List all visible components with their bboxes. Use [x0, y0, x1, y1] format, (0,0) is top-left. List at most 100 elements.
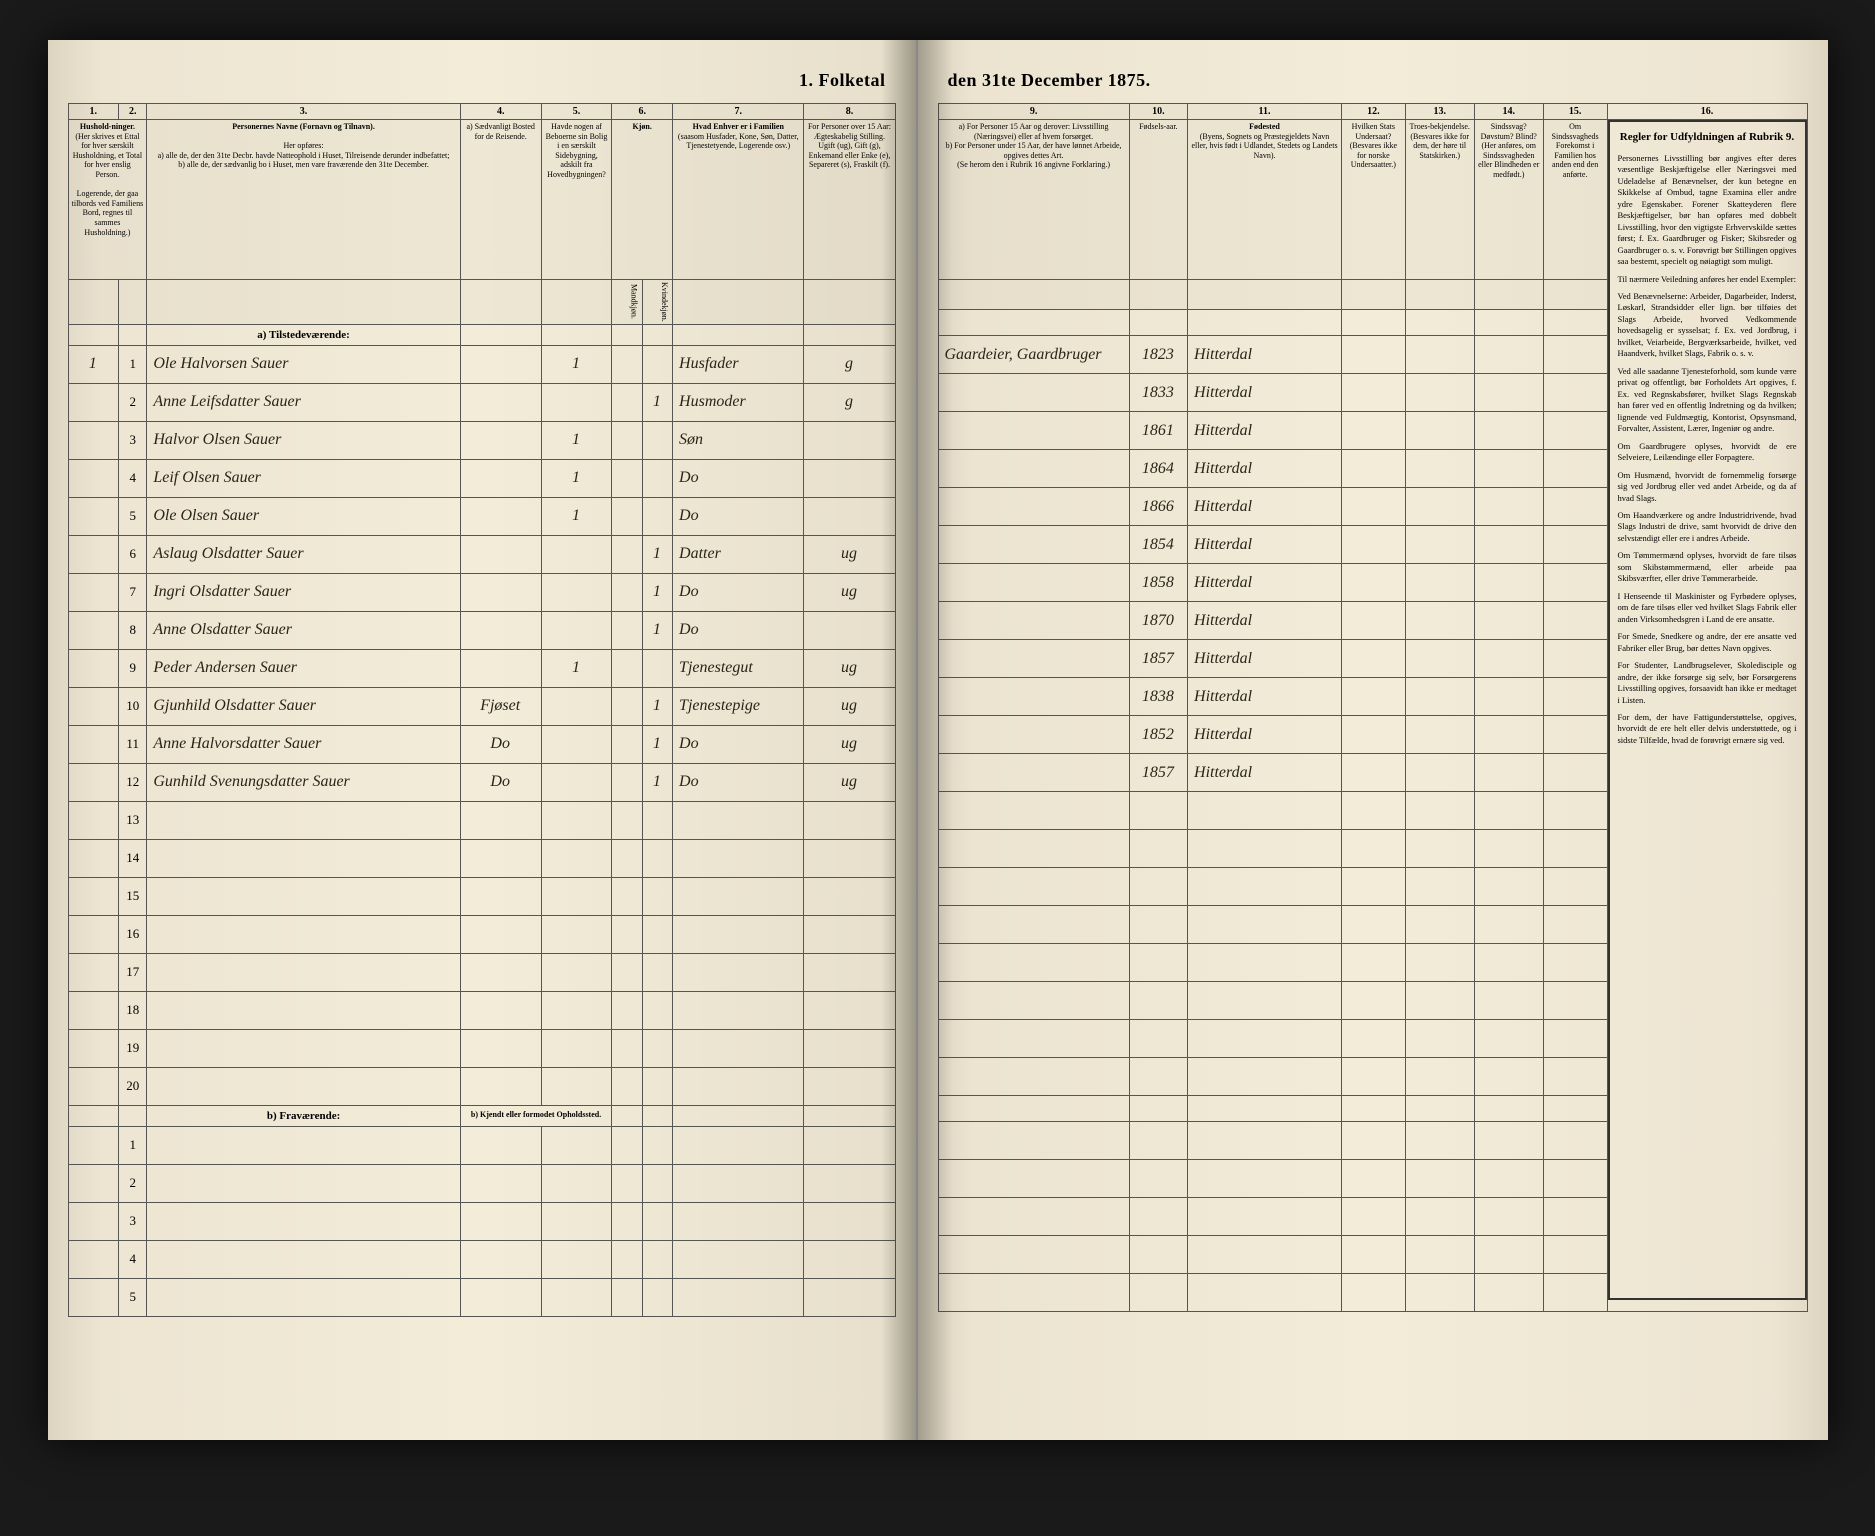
birthplace: Hitterdal: [1188, 336, 1342, 374]
family-role: Do: [673, 497, 804, 535]
c14: [1474, 412, 1543, 450]
c14: [1474, 564, 1543, 602]
subheader-row: Mandkjøn. Kvindekjøn.: [68, 280, 895, 325]
table-row: 10Gjunhild Olsdatter SauerFjøset1Tjenest…: [68, 687, 895, 725]
c13: [1405, 336, 1474, 374]
c6-m: [612, 687, 642, 725]
rubrik-9-rules: Regler for Udfyldningen af Rubrik 9. Per…: [1608, 120, 1807, 1300]
household-num: [68, 497, 119, 535]
c15: [1543, 374, 1607, 412]
birth-year: 1857: [1129, 640, 1187, 678]
c15: [1543, 526, 1607, 564]
table-row: 1833Hitterdal: [938, 374, 1607, 412]
family-role: Do: [673, 725, 804, 763]
c14: [1474, 678, 1543, 716]
c4: [460, 649, 541, 687]
section-b-row-r: [938, 1096, 1607, 1122]
c6-k: 1: [642, 687, 672, 725]
rubrik-p5: Om Gaardbrugere oplyses, hvorvidt de ere…: [1618, 441, 1797, 464]
c6-k: [642, 345, 672, 383]
page-title-left: 1. Folketal: [68, 70, 896, 91]
col-2: 2.: [119, 104, 147, 120]
header-row-right: a) For Personer 15 Aar og derover: Livss…: [938, 120, 1607, 280]
h1-title: Hushold-ninger.: [80, 122, 135, 131]
c12: [1342, 564, 1406, 602]
c14: [1474, 716, 1543, 754]
household-num: [68, 383, 119, 421]
person-num: 2: [119, 1164, 147, 1202]
table-row: 11Anne Halvorsdatter SauerDo1Doug: [68, 725, 895, 763]
birthplace: Hitterdal: [1188, 488, 1342, 526]
c13: [1405, 678, 1474, 716]
person-num: 13: [119, 801, 147, 839]
rubrik-title: Regler for Udfyldningen af Rubrik 9.: [1618, 130, 1797, 145]
c4: [460, 345, 541, 383]
occupation: [938, 488, 1129, 526]
person-num: 1: [119, 345, 147, 383]
h10: Fødsels-aar.: [1129, 120, 1187, 280]
h8: For Personer over 15 Aar: Ægteskabelig S…: [804, 120, 895, 280]
c13: [1405, 602, 1474, 640]
c6-m: [612, 535, 642, 573]
c13: [1405, 716, 1474, 754]
person-name: Anne Leifsdatter Sauer: [147, 383, 460, 421]
c13: [1405, 374, 1474, 412]
table-row: 1858Hitterdal: [938, 564, 1607, 602]
rubrik-p4: Ved alle saadanne Tjenesteforhold, som k…: [1618, 366, 1797, 435]
section-a-row-r: [938, 310, 1607, 336]
family-role: Do: [673, 611, 804, 649]
table-row-empty: [938, 1020, 1607, 1058]
page-title-right: den 31te December 1875.: [938, 70, 1808, 91]
c5-male: [541, 725, 612, 763]
c4: Do: [460, 763, 541, 801]
c5-male: [541, 383, 612, 421]
c14: [1474, 640, 1543, 678]
h14: Sindssvag? Døvstum? Blind? (Her anføres,…: [1474, 120, 1543, 280]
person-name: Anne Halvorsdatter Sauer: [147, 725, 460, 763]
marital: [804, 497, 895, 535]
person-num: 18: [119, 991, 147, 1029]
table-row-empty: [938, 906, 1607, 944]
table-row-empty: [938, 792, 1607, 830]
c13: [1405, 450, 1474, 488]
marital: [804, 611, 895, 649]
c6-k: [642, 459, 672, 497]
h12-s: (Besvares ikke for norske Undersaatter.): [1350, 141, 1397, 169]
h13-t: Troes-bekjendelse.: [1410, 122, 1470, 131]
person-num: 4: [119, 1240, 147, 1278]
c12: [1342, 678, 1406, 716]
table-row: 1870Hitterdal: [938, 602, 1607, 640]
c15: [1543, 640, 1607, 678]
household-num: [68, 725, 119, 763]
occupation: [938, 640, 1129, 678]
rubrik-p11: For Studenter, Landbrugselever, Skoledis…: [1618, 660, 1797, 706]
c15: [1543, 488, 1607, 526]
household-num: [68, 649, 119, 687]
h6-title: Kjøn.: [633, 122, 652, 131]
person-num: 10: [119, 687, 147, 725]
h1-sub: (Her skrives et Ettal for hver særskilt …: [73, 132, 142, 179]
c6-m: [612, 725, 642, 763]
table-row-empty: [938, 1236, 1607, 1274]
c4: [460, 383, 541, 421]
table-row-empty: 14: [68, 839, 895, 877]
c4: [460, 535, 541, 573]
person-num: 3: [119, 421, 147, 459]
marital: ug: [804, 573, 895, 611]
birth-year: 1852: [1129, 716, 1187, 754]
c12: [1342, 640, 1406, 678]
birthplace: Hitterdal: [1188, 678, 1342, 716]
birth-year: 1823: [1129, 336, 1187, 374]
birthplace: Hitterdal: [1188, 374, 1342, 412]
c6-m: [612, 345, 642, 383]
c5-male: [541, 687, 612, 725]
c6-k: 1: [642, 725, 672, 763]
family-role: Datter: [673, 535, 804, 573]
c6-k: 1: [642, 573, 672, 611]
occupation: [938, 450, 1129, 488]
person-name: Ole Olsen Sauer: [147, 497, 460, 535]
h3-title: Personernes Navne (Fornavn og Tilnavn).: [232, 122, 375, 131]
c6-m: [612, 573, 642, 611]
header-row-left: Hushold-ninger. (Her skrives et Ettal fo…: [68, 120, 895, 280]
birth-year: 1854: [1129, 526, 1187, 564]
